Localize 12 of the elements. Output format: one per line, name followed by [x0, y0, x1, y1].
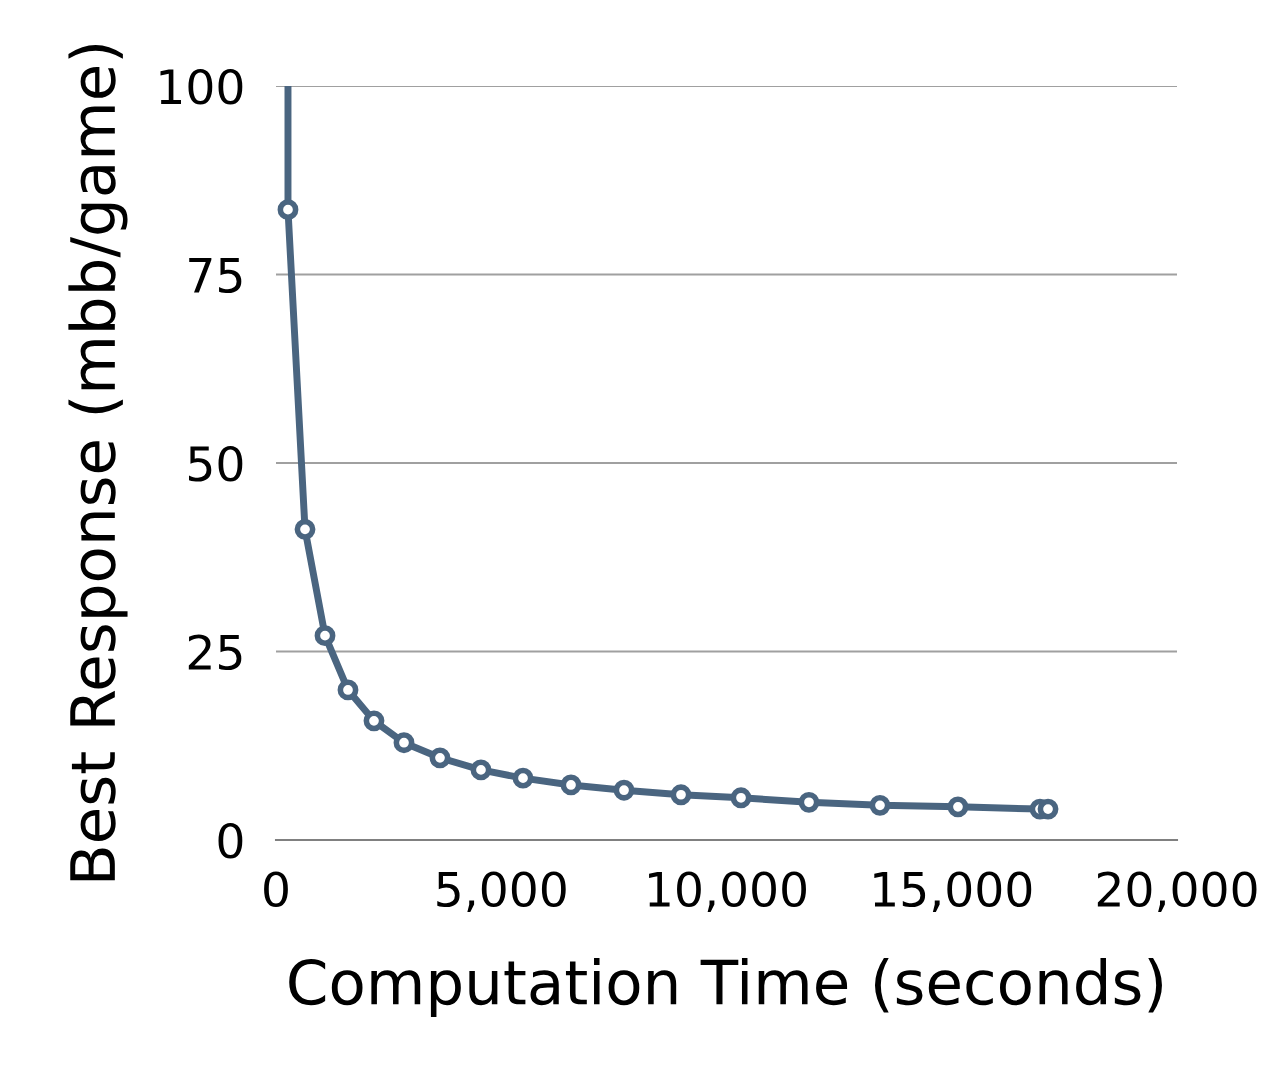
y-axis-title: Best Response (mbb/game) [68, 45, 128, 881]
x-tick-label: 0 [264, 871, 288, 908]
y-tick-label: 50 [189, 445, 243, 482]
y-tick-label: 100 [160, 68, 243, 105]
x-tick-label: 10,000 [649, 871, 806, 912]
y-tick-label: 25 [188, 634, 242, 671]
y-tick-label: 0 [218, 822, 243, 859]
x-tick-label: 5,000 [437, 871, 566, 912]
x-tick-label: 20,000 [1097, 871, 1257, 912]
x-axis-title: Computation Time (seconds) [289, 957, 1162, 1018]
x-tick-label: 15,000 [874, 871, 1032, 912]
y-tick-label: 75 [189, 258, 242, 294]
